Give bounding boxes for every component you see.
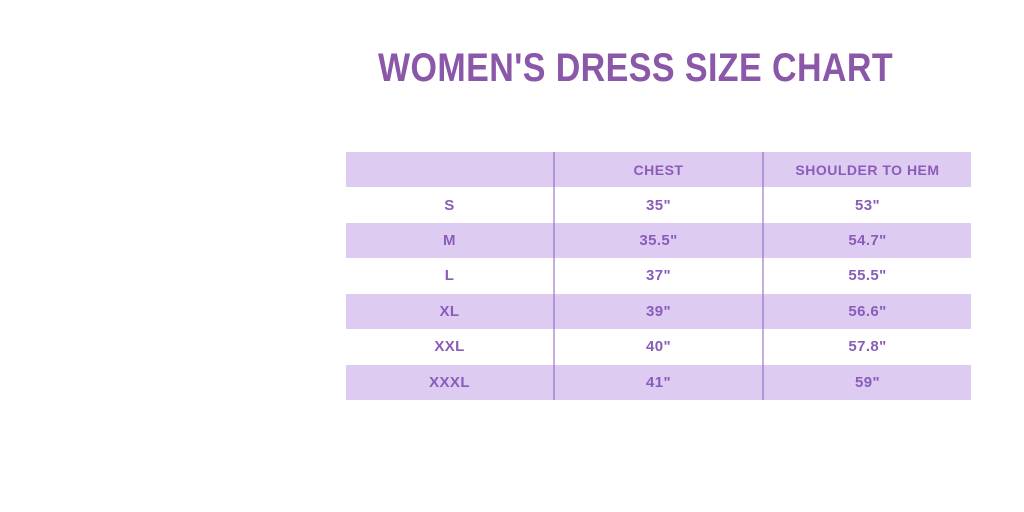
size-label: XXXL bbox=[429, 373, 470, 391]
shoulder-to-hem-value: 56.6" bbox=[762, 293, 971, 330]
size-label: L bbox=[444, 267, 455, 285]
table-row-s: S 35" 53" bbox=[346, 187, 971, 223]
table-row-l: L 37" 55.5" bbox=[346, 258, 971, 294]
shoulder-to-hem-value: 59" bbox=[762, 364, 971, 400]
size-label: M bbox=[443, 232, 456, 250]
chest-value: 40" bbox=[553, 329, 762, 365]
header-cell-chest: CHEST bbox=[553, 152, 762, 188]
table-header-row: CHEST SHOULDER TO HEM bbox=[346, 152, 971, 188]
chest-value: 37" bbox=[553, 258, 762, 294]
size-label: XXL bbox=[434, 338, 465, 356]
table-row-xl: XL 39" 56.6" bbox=[346, 293, 971, 330]
table-row-m: M 35.5" 54.7" bbox=[346, 222, 971, 259]
shoulder-to-hem-value: 55.5" bbox=[762, 258, 971, 294]
shoulder-to-hem-value: 57.8" bbox=[762, 329, 971, 365]
size-chart-table: CHEST SHOULDER TO HEM S 35" 53" M 35.5" … bbox=[346, 152, 971, 400]
size-label: XL bbox=[439, 302, 460, 320]
shoulder-to-hem-value: 53" bbox=[762, 187, 971, 223]
shoulder-to-hem-value: 54.7" bbox=[762, 222, 971, 259]
header-cell-shoulder-to-hem: SHOULDER TO HEM bbox=[762, 152, 971, 188]
chest-value: 35" bbox=[553, 187, 762, 223]
chest-value: 39" bbox=[553, 293, 762, 330]
chest-value: 35.5" bbox=[553, 222, 762, 259]
chest-value: 41" bbox=[553, 364, 762, 400]
header-cell-size bbox=[346, 152, 553, 187]
size-label: S bbox=[444, 196, 455, 214]
table-row-xxxl: XXXL 41" 59" bbox=[346, 364, 971, 400]
page-title: WOMEN'S DRESS SIZE CHART bbox=[378, 46, 894, 90]
table-row-xxl: XXL 40" 57.8" bbox=[346, 329, 971, 365]
